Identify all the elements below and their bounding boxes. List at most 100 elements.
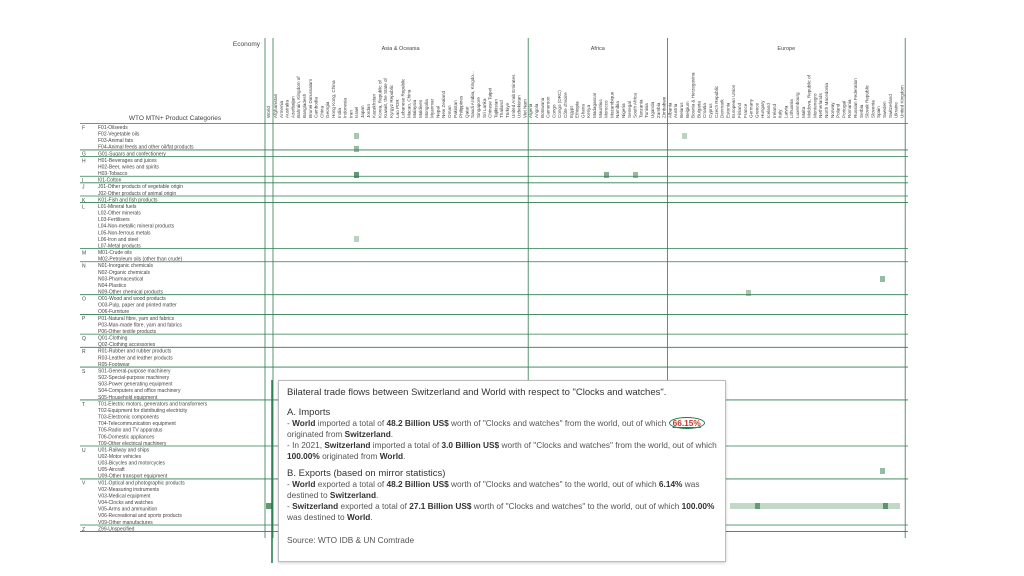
text-segment: . (403, 451, 406, 461)
col-label: Switzerland (888, 94, 893, 118)
shading (266, 133, 900, 509)
col-label: Cyprus (708, 103, 713, 118)
text-segment: World (379, 451, 404, 461)
row-label: N09-Other chemical products (98, 290, 164, 296)
col-label: Cambodia (314, 97, 319, 118)
row-label: L01-Mineral fuels (98, 204, 137, 210)
col-label: Norway (830, 102, 835, 118)
row-label: H03-Tobacco (98, 171, 128, 177)
row-label: T02-Equipment for distributing electrici… (98, 408, 188, 414)
row-label: L02-Other minerals (98, 211, 141, 217)
col-label: Nigeria (621, 103, 626, 118)
col-label: South Africa (633, 93, 638, 118)
text-segment: worth of "Clocks and watches" to the wor… (448, 479, 659, 489)
row-label: V03-Medical equipment (98, 493, 151, 499)
exports-heading: B. Exports (based on mirror statistics) (287, 468, 446, 479)
tooltip-line: - World exported a total of 48.2 Billion… (287, 479, 717, 501)
col-label: Macao, China (406, 89, 411, 118)
col-label: United Arab Emirates (511, 74, 516, 118)
text-segment: . (370, 512, 373, 522)
col-label: Slovenia (870, 100, 875, 118)
row-label: J01-Other products of vegetable origin (98, 184, 183, 190)
text-segment: exported a total of (338, 501, 410, 511)
text-segment: originated from (319, 451, 380, 461)
row-label: T09-Other electrical machinery (98, 441, 167, 447)
col-label: Kazakhstan (372, 94, 377, 118)
col-label: Uganda (650, 101, 655, 118)
group-letter: H (82, 158, 86, 164)
group-letter: Q (82, 336, 86, 342)
row-label: V01-Optical and photographic products (98, 480, 185, 486)
col-label: Iceland (766, 103, 771, 118)
col-label: Ukraine (894, 102, 899, 118)
row-label: N01-Inorganic chemicals (98, 263, 154, 269)
col-label: Zambia (656, 102, 661, 118)
row-label: P06-Other textile products (98, 329, 157, 335)
text-segment: 48.2 Billion US$ (386, 418, 449, 428)
col-label: Hungary (760, 100, 765, 118)
row-label: G01-Sugars and confectionery (98, 151, 166, 157)
col-label: Armenia (279, 100, 284, 118)
col-label: Malta (801, 106, 806, 118)
col-label: Serbia (859, 104, 864, 118)
row-label: F03-Animal fats (98, 138, 134, 144)
region-label: Europe (777, 46, 795, 52)
group-letter: I (82, 178, 83, 184)
col-label: North Macedonia (824, 83, 829, 118)
text-segment: worth of "Clocks and watches" from the w… (499, 440, 717, 450)
col-label: Greece (754, 102, 759, 118)
row-label: J02-Other products of animal origin (98, 191, 176, 197)
col-label: Georgia (325, 101, 330, 118)
row-label: U01-Railway and ships (98, 447, 150, 453)
region-label: Asia & Oceania (382, 46, 421, 52)
row-label: R03-Leather and leather products (98, 355, 173, 361)
row-label: N02-Organic chemicals (98, 270, 150, 276)
col-label: Botswana (540, 97, 545, 118)
col-label: Lithuania (789, 99, 794, 118)
text-segment: 48.2 Billion US$ (386, 479, 449, 489)
row-label: F02-Vegetable oils (98, 132, 140, 138)
tooltip-line: - In 2021, Switzerland imported a total … (287, 440, 717, 462)
col-label: Hong Kong, China (331, 80, 336, 118)
col-label: Kyrgyz Republic (389, 84, 394, 118)
col-label: Maldives (418, 99, 423, 118)
col-label: Cameroon (546, 96, 551, 118)
text-segment: worth of "Clocks and watches" to the wor… (471, 501, 682, 511)
col-label: Spain (876, 106, 881, 118)
col-label: Madagascar (592, 92, 597, 118)
col-label: European Union (731, 84, 736, 118)
col-label: Japan (360, 105, 365, 118)
col-label: Congo (DRC) (557, 90, 562, 118)
text-segment: worth of "Clocks and watches" from the w… (448, 418, 669, 428)
col-label: Sri Lanka (482, 98, 487, 118)
row-label: V02-Measuring instruments (98, 487, 160, 493)
row-label: O01-Wood and wood products (98, 296, 166, 302)
text-segment: 3.0 Billion US$ (441, 440, 500, 450)
row-label: N03-Pharmaceutical (98, 276, 143, 282)
col-label: India (337, 108, 342, 118)
row-label: T06-Domestic appliances (98, 434, 155, 440)
text-segment: - In 2021, (287, 440, 325, 450)
col-label: Brunei Darussalam (308, 79, 313, 118)
group-letter: R (82, 349, 86, 355)
col-label: Azerbaijan (290, 96, 295, 118)
text-segment: 66.15% (668, 417, 705, 429)
col-label: Poland (836, 103, 841, 118)
col-label: Malaysia (412, 99, 417, 118)
exports: - World exported a total of 48.2 Billion… (287, 479, 717, 523)
text-segment: - (287, 418, 293, 428)
col-label: Mongolia (424, 99, 429, 118)
text-segment: Switzerland (292, 501, 339, 511)
row-label: V09-Other manufactures (98, 520, 153, 526)
row-label: F01-Oilseeds (98, 125, 128, 131)
col-label: Slovak Republic (865, 84, 870, 118)
row-label: U09-Other transport equipment (98, 474, 168, 480)
text-segment: World (292, 418, 316, 428)
group-letter: T (82, 402, 85, 408)
text-segment: - (287, 479, 293, 489)
group-letter: S (82, 369, 86, 375)
col-label: Türkiye (505, 102, 510, 118)
row-label: V06-Recreational and sports products (98, 513, 182, 519)
col-label: Moldova, Republic of (807, 74, 812, 118)
